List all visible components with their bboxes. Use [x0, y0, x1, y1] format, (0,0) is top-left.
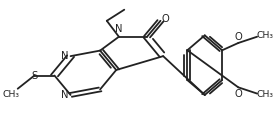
Text: N: N — [115, 24, 123, 34]
Text: CH₃: CH₃ — [256, 31, 273, 40]
Text: N: N — [61, 90, 68, 100]
Text: CH₃: CH₃ — [2, 90, 20, 99]
Text: O: O — [234, 89, 242, 99]
Text: S: S — [31, 71, 37, 80]
Text: O: O — [161, 14, 169, 24]
Text: O: O — [234, 32, 242, 42]
Text: CH₃: CH₃ — [256, 90, 273, 99]
Text: N: N — [61, 51, 68, 61]
